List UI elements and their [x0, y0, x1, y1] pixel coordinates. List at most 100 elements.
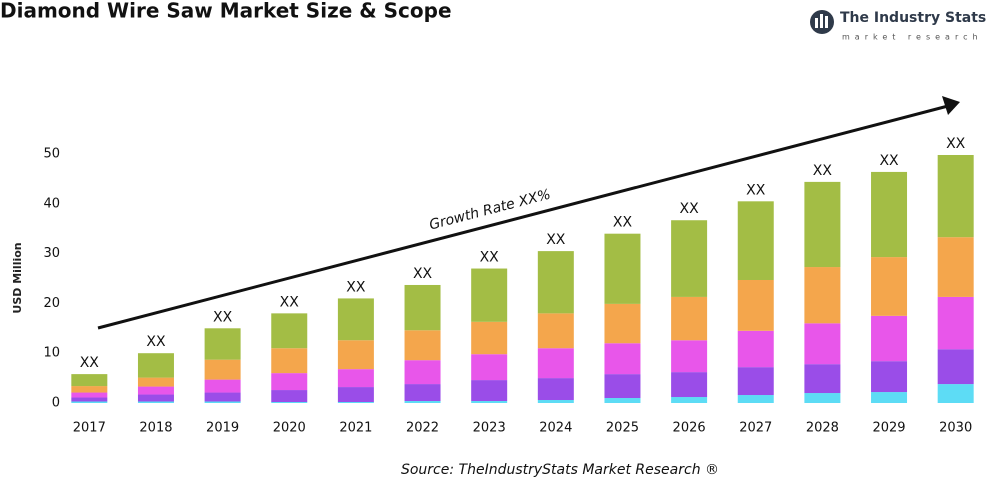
x-tick-label: 2024	[539, 421, 572, 436]
bar-segment	[804, 181, 841, 268]
y-tick-label: 10	[43, 346, 60, 361]
total-label: XX	[346, 279, 366, 295]
bar-segment	[271, 402, 308, 403]
bar-segment	[871, 257, 908, 316]
bar-segment	[137, 386, 174, 395]
x-tick-label: 2030	[939, 421, 972, 436]
bar-segment	[537, 313, 574, 349]
x-tick-label: 2022	[406, 421, 439, 436]
x-tick-label: 2021	[339, 421, 372, 436]
bar-segment	[604, 398, 641, 403]
bar-segment	[337, 369, 374, 388]
bar-segment	[671, 340, 708, 373]
bar-segment	[737, 395, 774, 403]
bar-segment	[671, 220, 708, 297]
bar-segment	[404, 360, 441, 385]
bar-segment	[804, 364, 841, 394]
bar-segment	[137, 377, 174, 387]
y-tick-label: 50	[43, 147, 60, 162]
bar-segment	[404, 330, 441, 361]
bar-segment	[137, 394, 174, 402]
bar-segment	[537, 251, 574, 314]
bar-segment	[471, 380, 508, 402]
bar-segment	[671, 372, 708, 398]
growth-arrowhead	[942, 96, 960, 115]
bar-segment	[737, 201, 774, 280]
bar-segment	[71, 392, 108, 398]
bar-segment	[271, 390, 308, 403]
bar-segment	[804, 393, 841, 403]
bar-segment	[71, 386, 108, 393]
bar-segment	[71, 397, 108, 402]
x-tick-label: 2023	[473, 421, 506, 436]
bar-segment	[137, 353, 174, 378]
bar-segment	[671, 397, 708, 403]
logo-icon-bar	[825, 16, 828, 28]
bar-segment	[537, 400, 574, 403]
x-tick-label: 2019	[206, 421, 239, 436]
y-tick-label: 0	[52, 396, 60, 411]
bar-segment	[271, 373, 308, 391]
bar-segment	[871, 361, 908, 393]
bar-segment	[471, 401, 508, 403]
bar-segment	[71, 374, 108, 387]
y-tick-label: 30	[43, 246, 60, 261]
bar-segment	[337, 387, 374, 403]
logo-icon-bar	[820, 14, 823, 28]
brand-name: The Industry Stats	[840, 10, 986, 26]
total-label: XX	[813, 163, 833, 179]
bar-segment	[937, 154, 974, 238]
total-label: XX	[746, 182, 766, 198]
logo-icon-bar	[815, 18, 818, 28]
y-tick-label: 40	[43, 196, 60, 211]
brand-logo: The Industry Stats market research	[810, 10, 986, 42]
total-label: XX	[879, 153, 899, 169]
x-tick-label: 2020	[273, 421, 306, 436]
bar-segment	[404, 401, 441, 403]
total-label: XX	[946, 136, 966, 152]
chart-title: Diamond Wire Saw Market Size & Scope	[0, 0, 452, 23]
growth-arrow	[97, 104, 949, 330]
x-tick-label: 2026	[673, 421, 706, 436]
total-label: XX	[280, 294, 300, 310]
x-tick-label: 2017	[73, 421, 106, 436]
bar-segment	[337, 340, 374, 370]
bar-segment	[871, 171, 908, 258]
bar-segment	[937, 296, 974, 350]
source-note: Source: TheIndustryStats Market Research…	[401, 462, 719, 478]
bar-segment	[137, 401, 174, 403]
total-label: XX	[413, 266, 433, 282]
total-label: XX	[80, 355, 100, 371]
bar-segment	[737, 279, 774, 331]
bar-segment	[871, 392, 908, 403]
x-tick-label: 2028	[806, 421, 839, 436]
bar-segment	[604, 303, 641, 344]
bar-segment	[204, 328, 241, 360]
x-tick-label: 2025	[606, 421, 639, 436]
total-label: XX	[680, 201, 700, 217]
bar-segment	[337, 402, 374, 403]
bar-segment	[204, 401, 241, 403]
bar-segment	[804, 267, 841, 324]
bar-segment	[471, 321, 508, 355]
bar-segment	[937, 384, 974, 403]
bar-segment	[204, 379, 241, 393]
y-tick-label: 20	[43, 296, 60, 311]
x-tick-label: 2029	[872, 421, 905, 436]
x-tick-label: 2018	[139, 421, 172, 436]
bar-segment	[471, 354, 508, 381]
bar-segment	[804, 323, 841, 365]
bar-segment	[471, 268, 508, 322]
bar-segment	[871, 315, 908, 362]
bar-segment	[604, 233, 641, 304]
bar-segment	[404, 384, 441, 402]
bar-segment	[937, 349, 974, 385]
total-label: XX	[213, 309, 233, 325]
total-label: XX	[546, 232, 566, 248]
bar-segment	[937, 237, 974, 297]
total-label: XX	[613, 215, 633, 231]
bar-segment	[271, 313, 308, 349]
bar-segment	[737, 330, 774, 368]
total-label: XX	[146, 334, 166, 350]
bar-segment	[71, 401, 108, 403]
